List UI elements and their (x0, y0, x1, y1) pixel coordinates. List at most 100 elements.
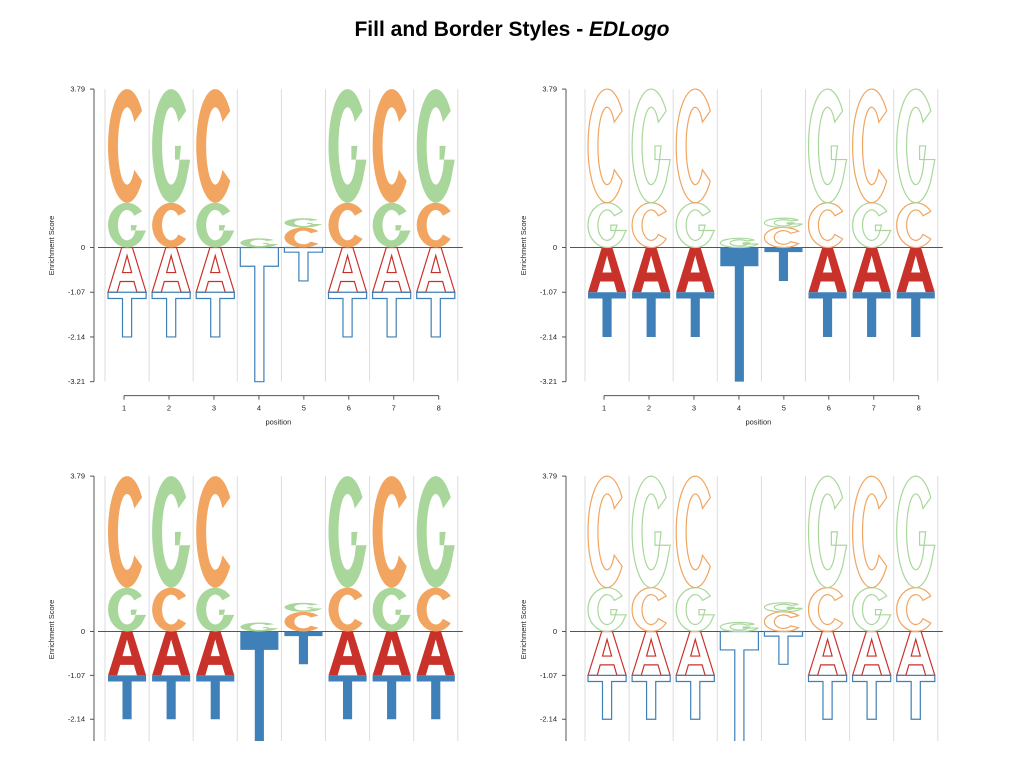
y-tick-label: -3.21 (68, 377, 85, 386)
x-tick-label: 7 (392, 404, 396, 413)
letter-g-glyph (587, 587, 628, 633)
letter-g-glyph (896, 88, 936, 204)
letter-t-glyph (896, 674, 936, 720)
letter-a-glyph (195, 246, 236, 293)
x-axis-label: position (265, 418, 291, 427)
letter-g-glyph (416, 89, 455, 203)
letter-g-glyph (807, 475, 848, 589)
letter-a-glyph (327, 246, 368, 293)
letter-c-glyph (675, 88, 711, 204)
letter-c-glyph (807, 202, 844, 249)
letter-a-glyph (852, 247, 891, 293)
letter-g-glyph (719, 621, 759, 633)
letter-c-glyph (587, 475, 623, 589)
letter-c-glyph (372, 89, 407, 203)
letter-g-glyph (196, 587, 235, 632)
letter-t-glyph (675, 674, 715, 720)
y-tick-label: -3.21 (540, 377, 557, 386)
y-tick-label: 0 (553, 243, 557, 252)
letter-c-glyph (284, 611, 319, 632)
x-tick-label: 1 (122, 404, 126, 413)
letter-g-glyph (675, 202, 716, 249)
y-axis-label: Enrichment Score (47, 216, 56, 276)
letter-c-glyph (587, 88, 623, 204)
letter-c-glyph (107, 89, 143, 203)
letter-a-glyph (108, 631, 147, 676)
letter-g-glyph (372, 587, 411, 632)
letter-t-glyph (719, 630, 759, 741)
letter-t-glyph (416, 291, 456, 338)
logo-panel-bottom-right: 3.79 0 -1.07 -2.14 Enrichment Score (519, 472, 943, 741)
letter-a-glyph (851, 630, 892, 676)
letter-a-glyph (196, 631, 235, 676)
letter-c-glyph (896, 587, 932, 633)
letter-t-glyph (107, 291, 147, 338)
letter-a-glyph (675, 630, 716, 676)
letter-t-glyph (108, 675, 147, 720)
letter-a-glyph (415, 246, 456, 293)
x-tick-label: 7 (872, 404, 876, 413)
x-tick-label: 5 (302, 404, 306, 413)
letter-g-glyph (807, 88, 848, 204)
logo-letters (107, 476, 455, 741)
figure-title-italic: EDLogo (589, 18, 670, 41)
letter-t-glyph (763, 630, 804, 665)
x-tick-label: 3 (692, 404, 696, 413)
letter-a-glyph (152, 631, 191, 676)
y-axis-label: Enrichment Score (47, 600, 56, 660)
letter-t-glyph (587, 674, 627, 720)
letter-c-glyph (196, 476, 231, 588)
letter-g-glyph (852, 202, 892, 249)
y-tick-label: 3.79 (542, 85, 557, 94)
letter-t-glyph (372, 291, 412, 338)
letter-a-glyph (587, 630, 627, 676)
letter-a-glyph (631, 630, 672, 676)
letter-a-glyph (588, 247, 627, 293)
letter-a-glyph (895, 630, 936, 676)
letter-t-glyph (764, 247, 803, 281)
letter-t-glyph (808, 292, 847, 337)
letter-t-glyph (416, 675, 455, 720)
letter-g-glyph (240, 238, 279, 248)
x-tick-label: 8 (917, 404, 921, 413)
logo-panel-bottom-left: 3.79 0 -1.07 -2.14 Enrichment Score (47, 472, 463, 741)
letter-t-glyph (852, 674, 892, 720)
x-tick-label: 6 (827, 404, 831, 413)
y-tick-label: 3.79 (70, 85, 85, 94)
y-tick-label: -2.14 (540, 332, 557, 341)
letter-g-glyph (107, 587, 147, 632)
y-tick-label: 3.79 (70, 472, 85, 481)
y-tick-label: -1.07 (540, 671, 557, 680)
letter-g-glyph (851, 587, 892, 633)
letter-c-glyph (328, 587, 363, 632)
y-tick-label: -1.07 (68, 671, 85, 680)
logo-letters (587, 475, 936, 741)
figure-title: Fill and Border Styles - EDLogo (0, 18, 1024, 42)
y-axis-label: Enrichment Score (519, 600, 528, 660)
letter-c-glyph (196, 89, 231, 203)
letter-a-glyph (151, 246, 192, 293)
letter-a-glyph (372, 631, 411, 676)
letter-g-glyph (284, 602, 323, 612)
letter-a-glyph (807, 630, 848, 676)
letter-t-glyph (896, 292, 935, 337)
letter-a-glyph (328, 631, 367, 676)
y-tick-label: -2.14 (68, 332, 85, 341)
letter-g-glyph (152, 89, 191, 203)
letter-g-glyph (763, 602, 803, 613)
y-tick-label: 0 (81, 243, 85, 252)
letter-c-glyph (416, 202, 451, 248)
x-tick-label: 6 (347, 404, 351, 413)
y-tick-label: 3.79 (542, 472, 557, 481)
letter-c-glyph (896, 202, 932, 249)
letter-c-glyph (852, 88, 888, 204)
letter-g-glyph (196, 202, 235, 248)
letter-t-glyph (240, 631, 279, 741)
y-tick-label: 0 (553, 627, 557, 636)
letter-t-glyph (372, 675, 411, 720)
y-tick-label: -2.14 (68, 715, 85, 724)
x-tick-label: 4 (737, 404, 741, 413)
letter-c-glyph (152, 202, 187, 248)
letter-g-glyph (108, 202, 147, 248)
letter-a-glyph (632, 247, 671, 293)
